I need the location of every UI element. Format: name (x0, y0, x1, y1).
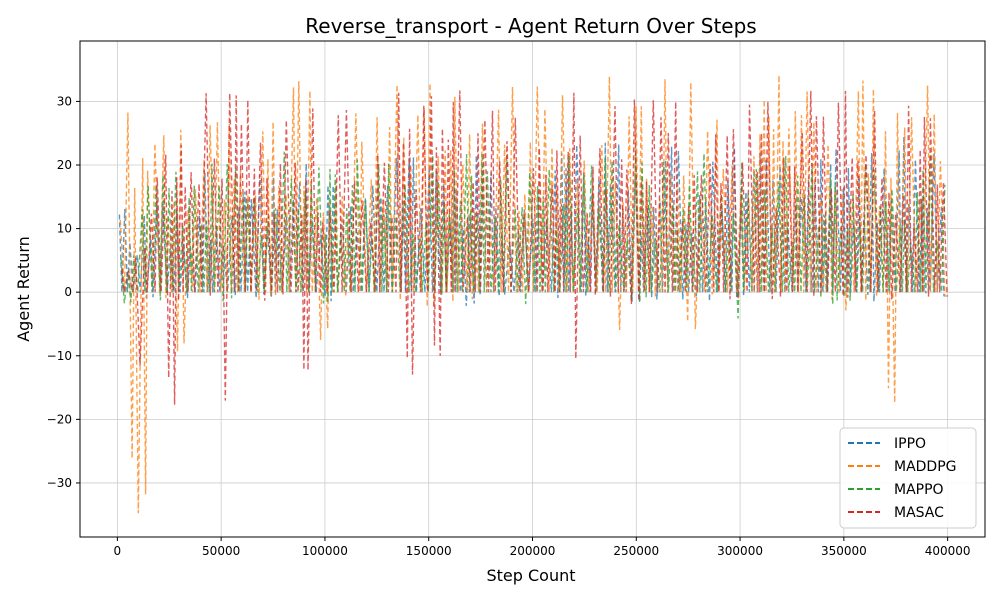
series-lines (118, 75, 948, 514)
legend-label: IPPO (894, 436, 926, 452)
chart-title: Reverse_transport - Agent Return Over St… (305, 14, 756, 38)
x-tick-label: 200000 (510, 544, 556, 558)
y-tick-label: −30 (47, 476, 72, 490)
legend: IPPO MADDPG MAPPO MASAC (839, 427, 977, 529)
y-tick-label: −10 (47, 349, 72, 363)
x-axis-label: Step Count (486, 566, 575, 585)
axis-ticks: 0 50000 100000 150000 200000 250000 300000 3500… (47, 94, 971, 558)
x-tick-label: 400000 (925, 544, 971, 558)
series-line-ippo (118, 136, 945, 306)
y-tick-label: −20 (47, 412, 72, 426)
x-tick-label: 100000 (302, 544, 348, 558)
x-tick-label: 150000 (406, 544, 452, 558)
y-tick-label: 30 (57, 94, 72, 108)
x-tick-label: 0 (114, 544, 122, 558)
legend-label: MASAC (894, 505, 944, 521)
y-tick-label: 0 (64, 285, 72, 299)
legend-box (839, 427, 977, 529)
y-tick-label: 10 (57, 222, 72, 236)
x-tick-label: 50000 (202, 544, 240, 558)
x-tick-label: 300000 (717, 544, 763, 558)
x-tick-label: 350000 (821, 544, 867, 558)
legend-label: MADDPG (894, 459, 957, 475)
legend-label: MAPPO (894, 482, 944, 498)
y-tick-label: 20 (57, 158, 72, 172)
x-tick-label: 250000 (613, 544, 659, 558)
y-axis-label: Agent Return (14, 236, 33, 342)
